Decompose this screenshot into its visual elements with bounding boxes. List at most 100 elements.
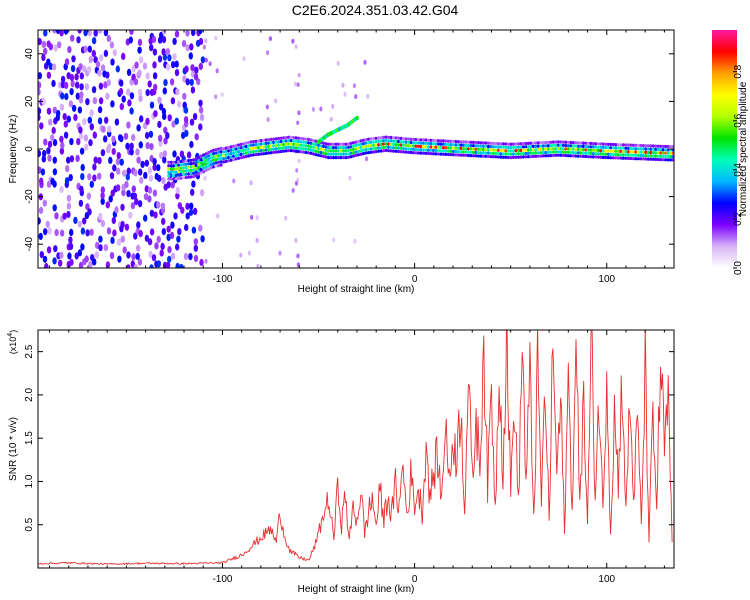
spectrogram-cell xyxy=(289,145,293,149)
spectrogram-cell xyxy=(194,160,198,164)
spectrogram-cell xyxy=(105,261,111,268)
spectrogram-cell xyxy=(451,153,455,157)
spectrogram-cell xyxy=(656,144,660,148)
spectrogram-cell xyxy=(656,154,660,158)
spectrogram-cell xyxy=(191,30,196,37)
spectrogram-cell xyxy=(79,91,84,99)
spectrogram-cell xyxy=(419,151,423,155)
spectrogram-cell xyxy=(77,106,83,114)
spectrogram-cell xyxy=(499,145,503,149)
spectrogram-cell xyxy=(219,163,223,167)
spectrogram-cell xyxy=(589,155,593,159)
spectrogram-cell xyxy=(412,141,415,145)
spectrogram-cell xyxy=(79,147,85,155)
spectrogram-cell xyxy=(449,139,453,143)
spectrogram-cell xyxy=(189,118,195,126)
spectrogram-cell xyxy=(183,106,189,114)
spectrogram-cell xyxy=(454,149,458,154)
spectrogram-cell xyxy=(47,154,52,162)
spectrogram-cell xyxy=(546,144,550,148)
spectrogram-cell xyxy=(289,149,293,153)
spectrogram-cell xyxy=(224,159,228,163)
spectrogram-cell xyxy=(189,162,193,166)
spectrogram-cell xyxy=(189,165,193,169)
spectrogram-cell xyxy=(48,118,53,126)
spectrogram-cell xyxy=(265,50,270,56)
snr-x-ticks: -100 0 100 xyxy=(49,330,665,585)
spectrogram-cell xyxy=(116,167,121,175)
spectrogram-cell xyxy=(624,143,628,147)
spectrogram-cell xyxy=(104,116,109,124)
spectrogram-cell xyxy=(649,147,653,151)
spectrogram-cell xyxy=(604,149,608,153)
spectrogram-cell xyxy=(74,73,79,81)
spectrogram-cell xyxy=(88,261,93,268)
spectrogram-cell xyxy=(324,155,328,159)
spectrogram-cell xyxy=(242,56,246,62)
spectrogram-cell xyxy=(138,56,144,64)
spectrogram-cell xyxy=(149,44,154,52)
spectrogram-cell xyxy=(352,83,356,89)
spectrogram-cell xyxy=(484,151,488,155)
spectrogram-cell xyxy=(526,141,530,145)
spectrogram-cell xyxy=(619,149,623,153)
spectrogram-cell xyxy=(641,147,645,151)
spectrogram-cell xyxy=(629,150,633,154)
snr-x-tick-label: -100 xyxy=(212,574,232,585)
spectrogram-cell xyxy=(76,138,81,146)
spectrogram-cell xyxy=(521,148,525,152)
spectrogram-cell xyxy=(429,145,433,149)
spectrogram-cell xyxy=(119,103,125,111)
spectrogram-cell xyxy=(317,153,320,157)
spectrogram-cell xyxy=(354,140,358,144)
spectrogram-cell xyxy=(63,30,69,35)
spectrogram-cell xyxy=(69,138,74,146)
spectrogram-cell xyxy=(111,216,117,225)
spectrogram-cell xyxy=(76,36,81,44)
spectrogram-cell xyxy=(441,142,445,146)
spectrogram-cell xyxy=(38,38,42,46)
spectrogram-cell xyxy=(529,155,533,159)
spectrogram-cell xyxy=(75,92,81,100)
spectrogram-cell xyxy=(112,164,117,172)
spectrogram-cell xyxy=(126,264,131,268)
spectrogram-cell xyxy=(212,165,216,169)
spectrogram-cell xyxy=(317,150,320,154)
spectrogram-cell xyxy=(551,140,555,144)
spectrogram-cell xyxy=(302,140,305,144)
spectrogram-cell xyxy=(95,60,101,68)
spectrogram-cell xyxy=(147,238,153,246)
spectrogram-cell xyxy=(133,78,139,86)
spectrogram-cell xyxy=(342,149,345,153)
spectrogram-cell xyxy=(404,150,408,154)
spectrogram-cell xyxy=(486,144,490,149)
spectrogram-cell xyxy=(111,147,116,156)
spectrogram-cell xyxy=(219,160,223,164)
spectrogram-cell xyxy=(481,148,485,152)
spectrogram-cell xyxy=(544,154,548,158)
spectrogram-cell xyxy=(264,151,268,155)
spectrogram-cell xyxy=(182,159,186,163)
spectrogram-cell xyxy=(209,159,213,163)
spectrogram-cell xyxy=(63,81,69,89)
spectrogram-cell xyxy=(151,35,157,44)
spectrogram-cell xyxy=(152,163,157,172)
spectrogram-cell xyxy=(312,145,315,149)
spectrogram-cell xyxy=(202,153,206,157)
spectrogram-cell xyxy=(524,145,528,149)
snr-x-axis-label: Height of straight line (km) xyxy=(298,584,415,595)
spectrogram-cell xyxy=(334,146,338,150)
spectrogram-cell xyxy=(39,177,44,185)
spectrogram-cell xyxy=(506,152,510,156)
spectrogram-cell xyxy=(519,142,523,146)
spectrogram-cell xyxy=(54,229,59,237)
spectrogram-cell xyxy=(249,143,253,147)
spectrogram-cell xyxy=(539,147,543,151)
spectrogram-cell xyxy=(569,144,573,148)
spectrogram-cell xyxy=(359,152,363,156)
spectrogram-cell xyxy=(424,148,428,152)
spectrogram-cell xyxy=(259,149,263,153)
spectrogram-cell xyxy=(309,151,313,155)
spectrogram-cell xyxy=(494,155,498,159)
